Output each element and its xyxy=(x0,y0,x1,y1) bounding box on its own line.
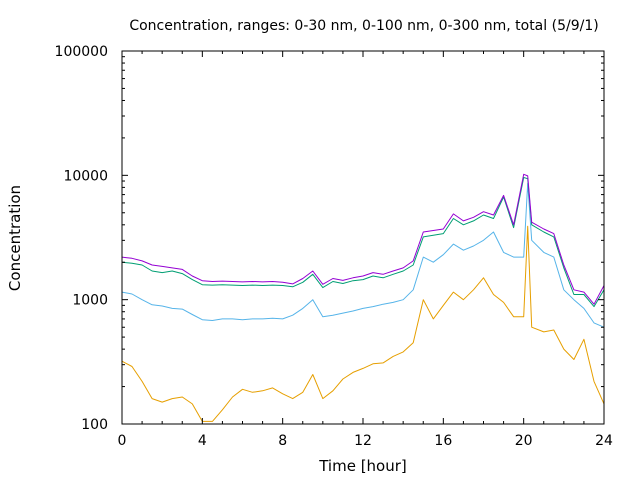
y-tick-label: 100 xyxy=(81,417,108,433)
y-axis-title: Concentration xyxy=(6,185,24,291)
y-tick-label: 10000 xyxy=(63,168,108,184)
x-tick-label: 4 xyxy=(198,433,207,449)
x-tick-label: 24 xyxy=(595,433,613,449)
series-line-1 xyxy=(121,225,605,422)
x-tick-label: 0 xyxy=(118,433,127,449)
x-tick-label: 8 xyxy=(278,433,287,449)
x-tick-label: 20 xyxy=(515,433,533,449)
tick-group: 0 4 8 12 16 20 24 100 1000 10000 100000 xyxy=(55,44,613,449)
x-tick-label: 12 xyxy=(354,433,372,449)
series-group xyxy=(121,173,605,422)
y-tick-label: 1000 xyxy=(72,293,108,309)
chart-title: Concentration, ranges: 0-30 nm, 0-100 nm… xyxy=(129,18,598,34)
y-tick-label: 100000 xyxy=(55,44,108,60)
series-line-2 xyxy=(121,183,605,328)
series-line-3 xyxy=(121,177,605,308)
x-axis-title: Time [hour] xyxy=(318,457,407,475)
x-tick-label: 16 xyxy=(434,433,452,449)
series-line-4 xyxy=(121,173,605,305)
